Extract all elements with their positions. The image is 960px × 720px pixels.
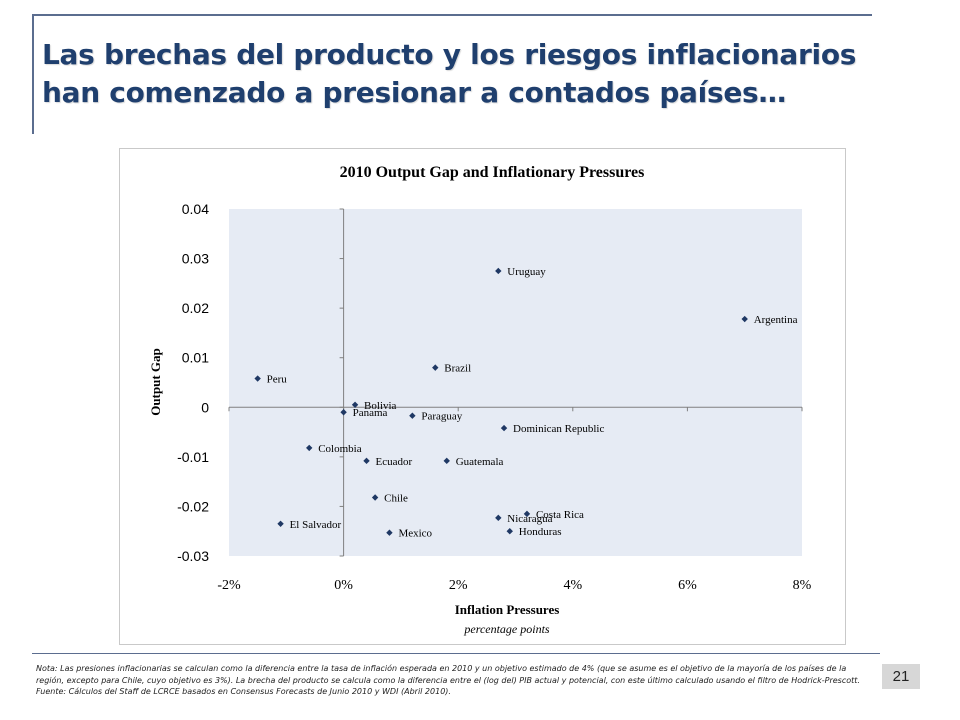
data-point: Ecuador xyxy=(363,456,413,468)
point-label: Dominican Republic xyxy=(513,423,604,435)
point-label: Bolivia xyxy=(364,400,397,412)
point-marker xyxy=(409,412,416,419)
point-marker xyxy=(277,520,284,527)
data-point: El Salvador xyxy=(277,519,342,531)
y-tick-label: -0.01 xyxy=(177,449,209,465)
source-note: Nota: Las presiones inflacionarias se ca… xyxy=(36,664,860,696)
point-marker xyxy=(363,457,370,465)
point-label: Colombia xyxy=(318,443,362,455)
point-marker xyxy=(495,267,502,275)
x-tick-label: 6% xyxy=(678,578,697,593)
point-marker xyxy=(254,375,261,382)
y-tick-label: 0 xyxy=(201,399,209,415)
point-label: Chile xyxy=(384,493,408,505)
data-point: Bolivia xyxy=(351,400,397,412)
point-marker xyxy=(386,529,393,536)
point-marker xyxy=(351,401,359,409)
y-tick-label: 0.01 xyxy=(182,350,209,366)
chart-title: 2010 Output Gap and Inflationary Pressur… xyxy=(340,164,645,181)
page-number: 21 xyxy=(882,664,920,689)
scatter-chart: 2010 Output Gap and Inflationary Pressur… xyxy=(148,164,812,636)
data-point: Guatemala xyxy=(443,456,504,468)
data-point: Dominican Republic xyxy=(500,423,604,435)
point-label: Uruguay xyxy=(507,266,546,278)
x-tick-label: 0% xyxy=(334,578,353,593)
y-axis-title: Output Gap xyxy=(148,348,163,416)
point-marker xyxy=(741,315,748,323)
data-point: Peru xyxy=(254,374,287,386)
x-tick-label: 2% xyxy=(449,578,468,593)
point-marker xyxy=(371,494,379,501)
data-point: Argentina xyxy=(741,314,798,326)
point-label: Costa Rica xyxy=(536,509,584,521)
point-label: Panama xyxy=(353,407,388,419)
point-label: Ecuador xyxy=(376,456,413,468)
y-tick-label: 0.03 xyxy=(182,251,209,267)
x-axis-title: Inflation Pressures xyxy=(455,602,560,617)
slide-title: Las brechas del producto y los riesgos i… xyxy=(42,38,857,109)
data-point: Paraguay xyxy=(409,411,463,423)
point-marker xyxy=(443,457,450,465)
point-label: Guatemala xyxy=(456,456,504,468)
y-tick-label: -0.03 xyxy=(177,548,209,564)
data-point: Chile xyxy=(371,493,408,505)
data-point: Mexico xyxy=(386,528,433,540)
data-point: Uruguay xyxy=(495,266,546,278)
plot-area xyxy=(229,209,802,556)
y-tick-label: -0.02 xyxy=(177,498,209,514)
point-label: Argentina xyxy=(754,314,798,326)
point-label: El Salvador xyxy=(290,519,342,531)
left-rule xyxy=(32,14,34,134)
point-label: Paraguay xyxy=(421,411,462,423)
point-label: Peru xyxy=(267,374,288,386)
x-axis-subtitle: percentage points xyxy=(463,622,550,636)
top-rule xyxy=(32,14,872,16)
point-label: Mexico xyxy=(398,528,432,540)
point-label: Brazil xyxy=(444,363,471,375)
y-tick-label: 0.04 xyxy=(182,201,209,217)
point-marker xyxy=(500,424,508,432)
point-label: Honduras xyxy=(519,526,562,538)
x-tick-label: 8% xyxy=(793,578,812,593)
x-tick-label: 4% xyxy=(563,578,582,593)
footer-rule xyxy=(32,653,880,654)
point-marker xyxy=(340,409,347,416)
chart-frame: 2010 Output Gap and Inflationary Pressur… xyxy=(119,148,846,645)
point-label: Nicaragua xyxy=(507,513,552,525)
data-point: Panama xyxy=(340,407,388,419)
x-tick-label: -2% xyxy=(217,578,241,593)
y-tick-label: 0.02 xyxy=(182,300,209,316)
